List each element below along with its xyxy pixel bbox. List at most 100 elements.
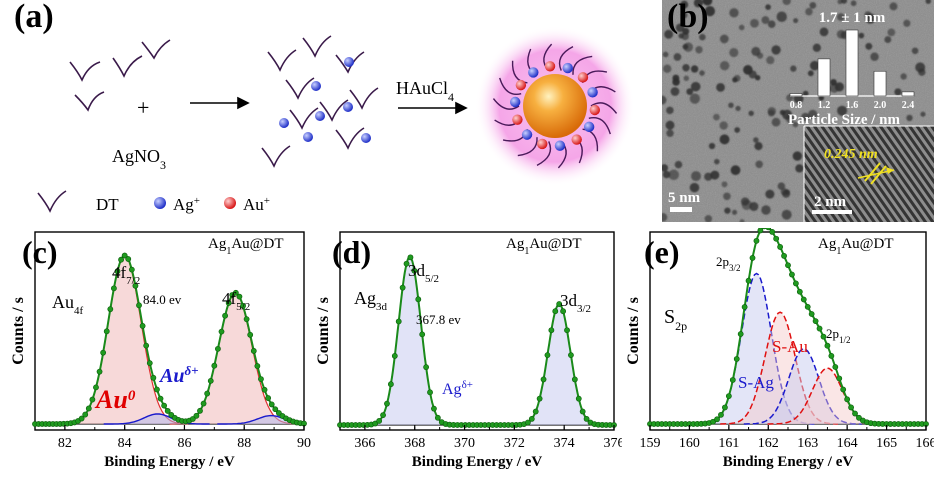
histogram-bar — [845, 29, 859, 97]
panel-d-sample: Ag1Au@DT — [506, 236, 582, 257]
data-point — [419, 331, 426, 338]
histogram-bar — [789, 93, 803, 97]
x-tick-label: 163 — [797, 436, 818, 451]
nanoparticle-dot — [721, 181, 728, 188]
data-point — [121, 252, 128, 259]
data-point — [114, 268, 121, 275]
data-point — [796, 288, 803, 295]
nanoparticle-dot — [674, 160, 683, 169]
nanoparticle-dot — [750, 18, 759, 28]
nanoparticle-dot — [819, 27, 829, 37]
data-point — [193, 412, 200, 419]
data-point — [571, 376, 578, 383]
data-point — [583, 416, 590, 422]
histogram-bar — [901, 91, 915, 97]
au-ion — [512, 114, 523, 125]
nanoparticle-dot — [662, 51, 669, 58]
data-point — [540, 376, 547, 383]
data-point — [89, 396, 96, 403]
ligand-chain — [499, 77, 522, 95]
data-point — [749, 255, 756, 261]
data-point — [832, 364, 839, 370]
nanoparticle-dot — [802, 90, 809, 97]
nanoparticle-dot — [683, 75, 690, 82]
ligand-chain — [588, 117, 611, 135]
data-point — [415, 296, 422, 303]
tem-image: 0.245 nm 2 nm 5 nm — [662, 0, 934, 222]
panel-c-label: (c) — [22, 234, 58, 270]
nanoparticle-dot — [699, 70, 705, 76]
component-area — [58, 256, 191, 424]
data-point — [848, 404, 854, 411]
ligand-chain — [558, 46, 574, 71]
data-point — [725, 393, 732, 399]
data-point — [150, 374, 157, 381]
data-point — [536, 395, 543, 402]
data-point — [236, 293, 243, 300]
nanoparticle-dot — [748, 110, 754, 117]
ligand-chain — [536, 141, 552, 166]
histogram-tick-label: 2.0 — [874, 100, 887, 111]
ligand-chain — [572, 55, 593, 75]
nanoparticle-dot — [894, 88, 902, 96]
nanoparticle-dot — [716, 82, 725, 92]
data-point — [856, 414, 862, 421]
nanoparticle-dot — [719, 121, 728, 130]
data-point — [808, 311, 815, 317]
data-point — [427, 389, 433, 396]
agno3-label: AgNO3 — [112, 146, 166, 172]
data-point — [718, 411, 724, 418]
nanoparticle-dot — [765, 189, 775, 199]
data-point — [722, 404, 728, 411]
ligand-chain — [590, 102, 618, 114]
component-area — [364, 257, 455, 425]
data-point — [118, 256, 124, 263]
lattice-spacing-label: 0.245 nm — [824, 147, 878, 162]
data-point — [128, 266, 135, 273]
component-line — [103, 413, 210, 425]
nanoparticle-dot — [911, 47, 919, 55]
data-point — [761, 228, 767, 230]
data-point — [733, 356, 740, 362]
x-axis-label: Binding Energy / eV — [104, 454, 235, 470]
nanoparticle-dot — [693, 0, 703, 8]
nanoparticle-dot — [689, 182, 700, 193]
data-point — [265, 395, 272, 401]
data-point — [824, 342, 831, 349]
panel-d-peak1: 3d5/2 — [408, 261, 439, 285]
data-point — [840, 386, 847, 393]
nanoparticle-dot — [681, 12, 688, 19]
y-axis-label: Counts / s — [315, 297, 332, 365]
au-ion — [515, 79, 527, 91]
panel-c-peak1: 4f7/2 — [112, 263, 140, 287]
component-area — [720, 312, 840, 424]
panel-d-region: Ag3d — [354, 288, 388, 313]
nanoparticle-dot — [719, 61, 730, 71]
x-tick-label: 82 — [58, 436, 72, 451]
panel-c-peak2: 4f5/2 — [222, 289, 250, 313]
data-point — [107, 306, 114, 313]
nanoparticle-dot — [666, 106, 674, 115]
data-point — [552, 308, 559, 315]
hrtem-inset: 0.245 nm 2 nm — [803, 125, 934, 222]
nanoparticle-dot — [719, 134, 730, 145]
nanoparticle-dot — [663, 64, 672, 73]
nanoparticle-dot — [754, 141, 763, 151]
panel-d-label: (d) — [332, 234, 371, 270]
panel-c-au0: Au0 — [94, 385, 136, 414]
nanoparticle-dot — [680, 0, 689, 9]
data-point — [82, 411, 89, 418]
dt-ligands-free — [69, 39, 171, 112]
data-point — [240, 302, 246, 309]
nanoparticle-dot — [884, 36, 892, 44]
nanoparticle-dot — [708, 142, 716, 150]
data-point — [792, 280, 799, 287]
data-point — [376, 418, 383, 424]
data-point — [211, 362, 218, 369]
x-tick-label: 372 — [504, 436, 525, 451]
data-point — [197, 407, 203, 414]
legend-ag-icon — [154, 197, 166, 209]
component-area — [696, 273, 817, 424]
data-point — [395, 318, 402, 325]
nanoparticle-dot — [743, 65, 753, 75]
